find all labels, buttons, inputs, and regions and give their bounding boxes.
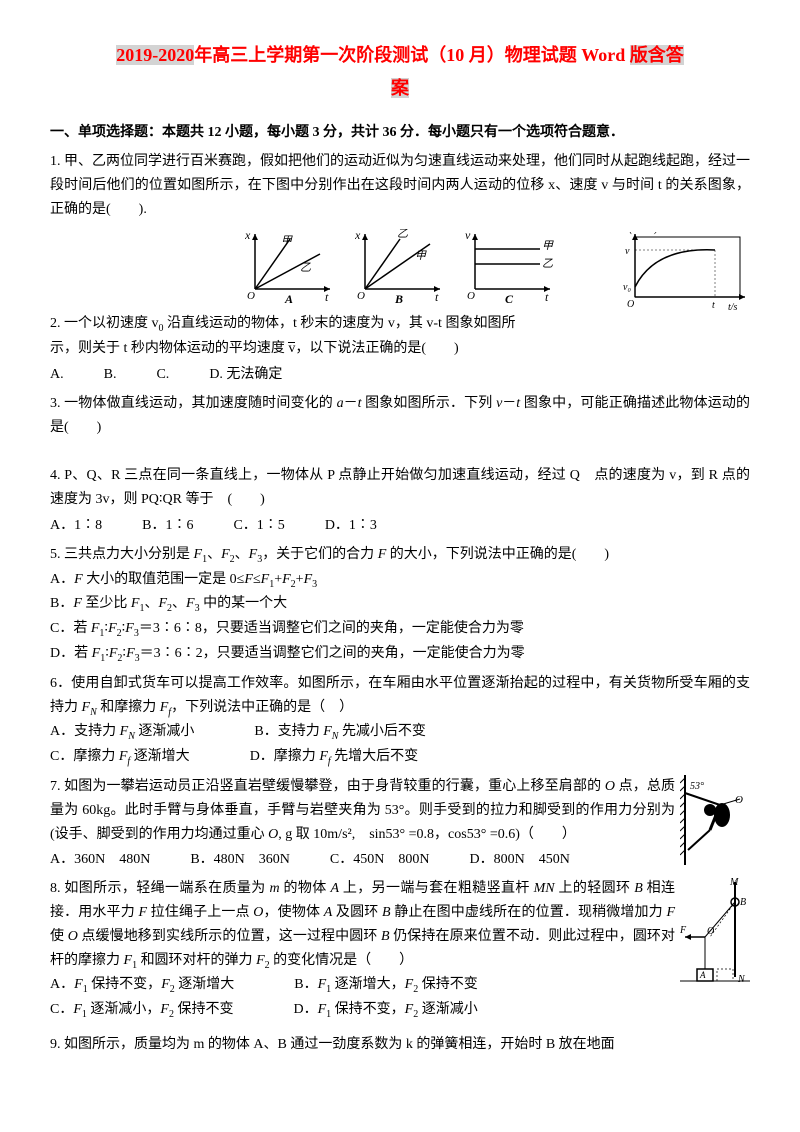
svg-text:v: v	[625, 246, 630, 257]
q4-option-d: D．1∶3	[325, 514, 377, 538]
q6-option-d: D．摩擦力 Ff 先增大后不变	[250, 745, 418, 770]
q4-option-a: A．1∶8	[50, 514, 102, 538]
graph-b: x t 乙 甲 O B	[355, 229, 445, 304]
question-7-options: A．360N 480N B．480N 360N C．450N 800N D．80…	[50, 848, 675, 872]
svg-text:t/s: t/s	[728, 302, 738, 312]
svg-text:C: C	[505, 292, 514, 304]
svg-text:53°: 53°	[690, 781, 704, 792]
question-8-text: 8. 如图所示，轻绳一端系在质量为 m 的物体 A 上，另一端与套在粗糙竖直杆 …	[50, 877, 750, 973]
document-title-line2: 案	[50, 73, 750, 104]
svg-text:t: t	[325, 290, 329, 304]
svg-text:M: M	[729, 877, 739, 888]
svg-text:乙: 乙	[542, 258, 553, 270]
svg-text:A: A	[284, 292, 293, 304]
q6-option-a: A．支持力 FN 逐渐减小	[50, 720, 194, 745]
svg-text:O: O	[357, 290, 365, 302]
graph-a: x t 甲 乙 O A	[245, 229, 335, 304]
question-6: 6．使用自卸式货车可以提高工作效率。如图所示，在车厢由水平位置逐渐抬起的过程中，…	[50, 672, 750, 770]
q4-option-b: B．1∶6	[142, 514, 193, 538]
svg-text:乙: 乙	[300, 262, 311, 274]
question-8-figure: M N B O F A	[680, 877, 750, 987]
question-4: 4. P、Q、R 三点在同一条直线上，一物体从 P 点静止开始做匀加速直线运动，…	[50, 464, 750, 537]
svg-text:x: x	[355, 229, 361, 242]
svg-text:O: O	[247, 290, 255, 302]
svg-text:v₀: v₀	[623, 282, 631, 293]
svg-text:甲: 甲	[281, 235, 293, 247]
svg-text:B: B	[740, 897, 746, 908]
q2-option-b: B.	[104, 363, 117, 387]
svg-text:B: B	[394, 292, 403, 304]
q7-option-a: A．360N 480N	[50, 848, 150, 872]
svg-text:t: t	[435, 290, 439, 304]
question-2-text2: 示，则关于 t 秒内物体运动的平均速度 v，以下说法正确的是( )	[50, 337, 750, 361]
q5-option-c: C．若 F1∶F2∶F3＝3∶6∶8，只要适当调整它们之间的夹角，一定能使合力为…	[50, 617, 750, 642]
svg-text:N: N	[737, 974, 746, 985]
q4-option-c: C．1∶5	[233, 514, 284, 538]
section-header: 一、单项选择题：本题共 12 小题，每小题 3 分，共计 36 分．每小题只有一…	[50, 121, 750, 145]
question-2-options: A. B. C. D. 无法确定	[50, 363, 750, 387]
svg-text:t: t	[545, 290, 549, 304]
svg-text:v: v	[465, 229, 471, 242]
question-8: M N B O F A 8. 如图所示，轻绳一端系在质量为 m 的物体 A 上，…	[50, 877, 750, 1023]
question-2-text: 2. 一个以初速度 v0 沿直线运动的物体，t 秒末的速度为 v，其 v-t 图…	[50, 312, 750, 337]
svg-text:O: O	[707, 926, 714, 937]
question-1-text: 1. 甲、乙两位同学进行百米赛跑，假如把他们的运动近似为匀速直线运动来处理，他们…	[50, 150, 750, 221]
question-4-text: 4. P、Q、R 三点在同一条直线上，一物体从 P 点静止开始做匀加速直线运动，…	[50, 464, 750, 512]
q7-option-c: C．450N 800N	[330, 848, 430, 872]
q2-option-c: C.	[156, 363, 169, 387]
question-7-figure: 53° O	[680, 775, 750, 865]
svg-text:t: t	[712, 300, 715, 311]
q8-option-d: D．F1 保持不变，F2 逐渐减小	[293, 998, 477, 1023]
question-3: 3. 一物体做直线运动，其加速度随时间变化的 a－t 图象如图所示．下列 v－t…	[50, 392, 750, 460]
svg-text:A: A	[699, 970, 706, 980]
q5-option-d: D．若 F1∶F2∶F3＝3∶6∶2，只要适当调整它们之间的夹角，一定能使合力为…	[50, 642, 750, 667]
svg-text:O: O	[627, 299, 634, 310]
question-7: 53° O 7. 如图为一攀岩运动员正沿竖直岩壁缓慢攀登，由于身背较重的行囊，重…	[50, 775, 750, 872]
question-2: v/(m·s⁻¹) t/s v v₀ t O 2. 一个以初速度 v0 沿直线运…	[50, 312, 750, 386]
svg-text:F: F	[680, 925, 687, 936]
q8-option-a: A．F1 保持不变，F2 逐渐增大	[50, 973, 234, 998]
question-7-text: 7. 如图为一攀岩运动员正沿竖直岩壁缓慢攀登，由于身背较重的行囊，重心上移至肩部…	[50, 775, 750, 846]
question-4-options: A．1∶8 B．1∶6 C．1∶5 D．1∶3	[50, 514, 750, 538]
q2-option-d: D. 无法确定	[209, 363, 282, 387]
svg-text:v/(m·s⁻¹): v/(m·s⁻¹)	[622, 232, 658, 235]
q8-option-c: C．F1 逐渐减小，F2 保持不变	[50, 998, 233, 1023]
document-title-line1: 2019-2020年高三上学期第一次阶段测试（10 月）物理试题 Word 版含…	[50, 40, 750, 71]
question-2-graph: v/(m·s⁻¹) t/s v v₀ t O	[620, 232, 750, 312]
q2-option-a: A.	[50, 363, 64, 387]
question-6-text: 6．使用自卸式货车可以提高工作效率。如图所示，在车厢由水平位置逐渐抬起的过程中，…	[50, 672, 750, 721]
question-3-text: 3. 一物体做直线运动，其加速度随时间变化的 a－t 图象如图所示．下列 v－t…	[50, 392, 750, 440]
q5-option-a: A．F 大小的取值范围一定是 0≤F≤F1+F2+F3	[50, 568, 750, 593]
svg-text:x: x	[245, 229, 251, 242]
question-9-text: 9. 如图所示，质量均为 m 的物体 A、B 通过一劲度系数为 k 的弹簧相连，…	[50, 1033, 750, 1057]
svg-text:O: O	[467, 290, 475, 302]
question-5-text: 5. 三共点力大小分别是 F1、F2、F3，关于它们的合力 F 的大小，下列说法…	[50, 543, 750, 568]
svg-text:甲: 甲	[542, 240, 554, 252]
q5-option-b: B．F 至少比 F1、F2、F3 中的某一个大	[50, 592, 750, 617]
q7-option-b: B．480N 360N	[190, 848, 290, 872]
q7-option-d: D．800N 450N	[469, 848, 569, 872]
svg-text:乙: 乙	[397, 229, 408, 240]
question-9: 9. 如图所示，质量均为 m 的物体 A、B 通过一劲度系数为 k 的弹簧相连，…	[50, 1033, 750, 1057]
q6-option-c: C．摩擦力 Ff 逐渐增大	[50, 745, 190, 770]
q8-option-b: B．F1 逐渐增大，F2 保持不变	[294, 973, 477, 998]
q6-option-b: B．支持力 FN 先减小后不变	[254, 720, 426, 745]
svg-text:甲: 甲	[415, 250, 427, 262]
graph-c: v t 甲 乙 O C	[465, 229, 555, 304]
question-5: 5. 三共点力大小分别是 F1、F2、F3，关于它们的合力 F 的大小，下列说法…	[50, 543, 750, 667]
